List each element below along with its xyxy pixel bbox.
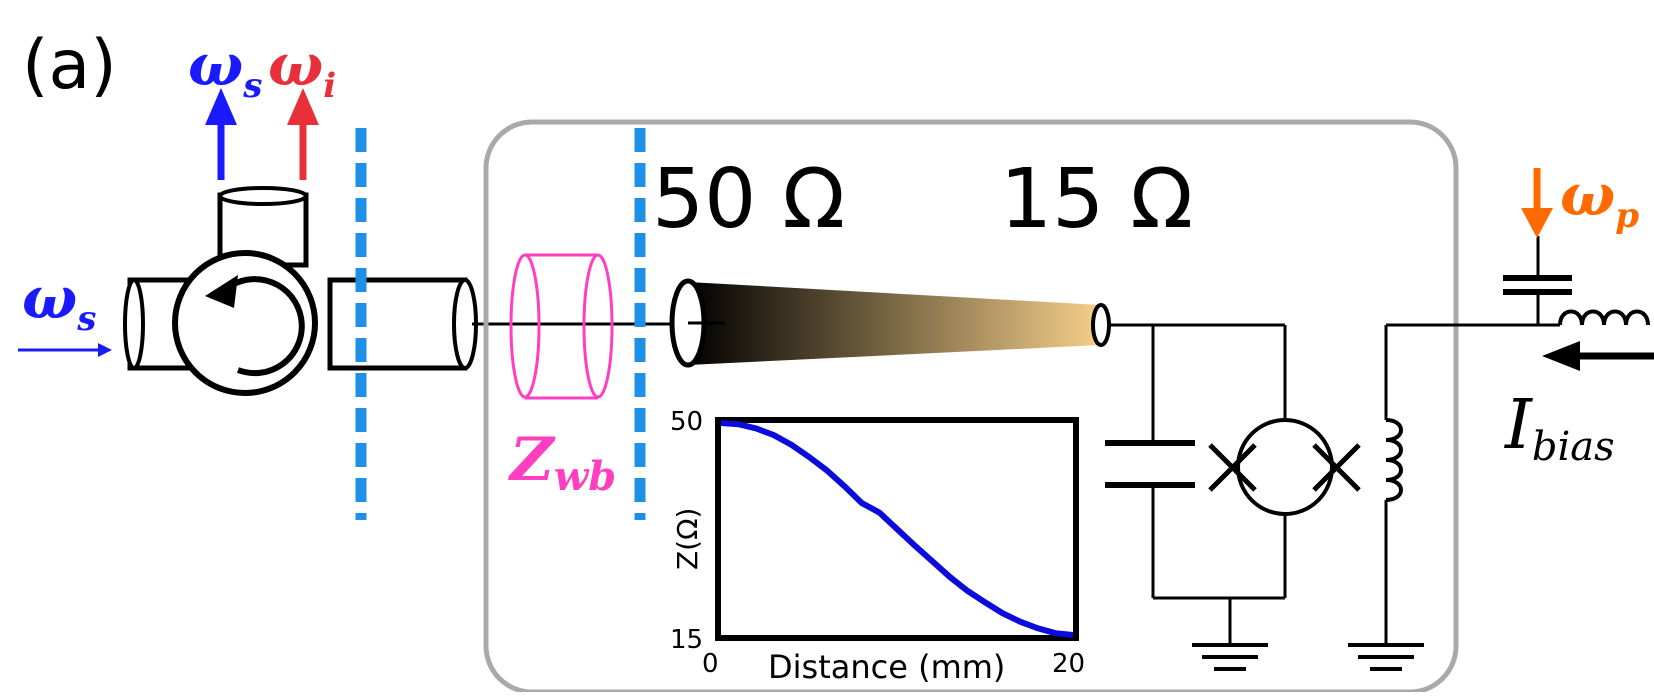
pump-in-arrow — [1521, 168, 1553, 238]
impedance-50-label: 50 Ω — [652, 152, 845, 247]
x-axis-label: Distance (mm) — [768, 648, 1005, 686]
x-tick-label-20: 20 — [1052, 649, 1085, 679]
circulator-rotation-icon — [230, 276, 305, 377]
x-tick-label-0: 0 — [702, 649, 719, 679]
omega-p-label: ωp — [1560, 161, 1639, 236]
bias-arrow — [1542, 341, 1654, 371]
pump-bias-tee — [1503, 236, 1650, 326]
i-bias-label: Ibias — [1503, 386, 1615, 470]
zwb-element — [509, 253, 614, 400]
impedance-15-label: 15 Ω — [1000, 152, 1193, 247]
panel-label: (a) — [22, 26, 117, 105]
tapered-line — [669, 278, 1111, 368]
idler-out-arrow — [287, 88, 319, 180]
zwb-label: Zwb — [508, 425, 616, 500]
impedance-profile-chart: 50 15 0 20 Distance (mm) Z(Ω) — [670, 407, 1085, 686]
chart-series-line — [720, 420, 1074, 638]
squid-circuit — [1105, 323, 1560, 644]
circulator — [123, 186, 478, 396]
circulator-right-port — [327, 277, 468, 371]
omega-s-input-label: ωs — [22, 264, 96, 339]
y-tick-label-15: 15 — [670, 625, 703, 655]
ground-icon-right — [1348, 643, 1424, 671]
y-axis-label: Z(Ω) — [671, 508, 704, 570]
omega-i-top-label: ωi — [268, 31, 336, 106]
omega-s-top-label: ωs — [188, 31, 262, 106]
ground-icon-left — [1192, 643, 1268, 671]
y-tick-label-50: 50 — [670, 407, 703, 437]
signal-in-arrow — [18, 343, 112, 357]
signal-out-arrow — [205, 88, 237, 180]
